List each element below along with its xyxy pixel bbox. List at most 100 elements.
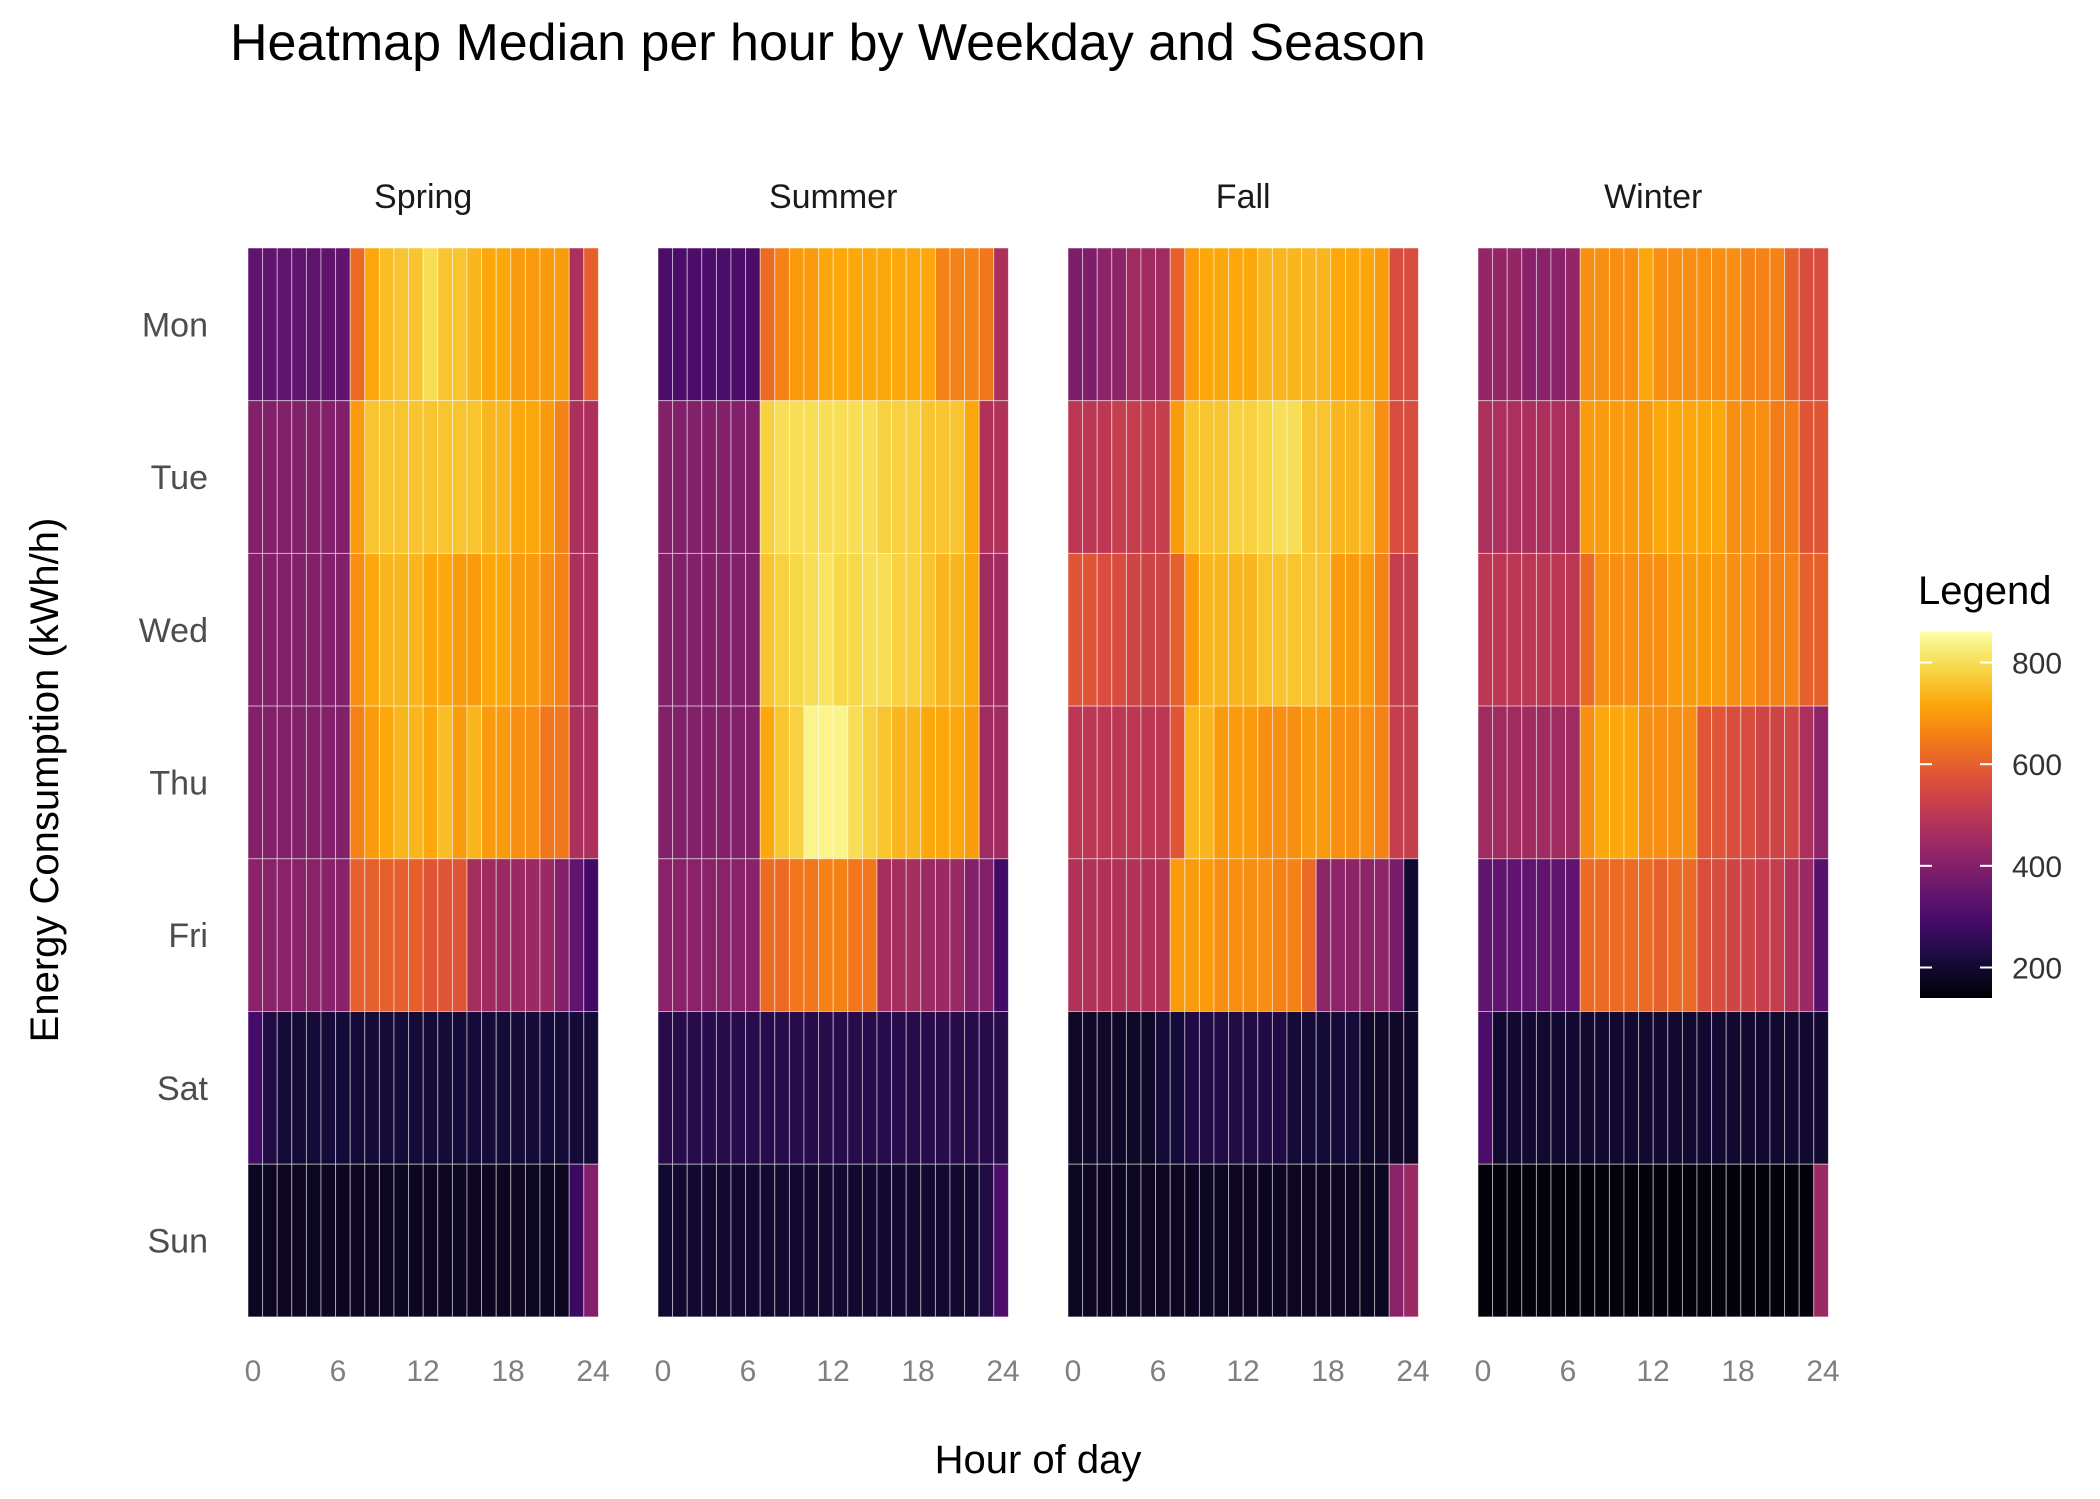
heatmap-cell bbox=[481, 552, 497, 707]
heatmap-cell bbox=[1667, 247, 1683, 402]
heatmap-cell bbox=[978, 247, 995, 402]
heatmap-cell bbox=[364, 247, 380, 402]
heatmap-cell bbox=[876, 247, 893, 402]
heatmap-cell bbox=[262, 705, 278, 860]
heatmap-cell bbox=[1535, 247, 1552, 402]
heatmap-cell bbox=[774, 400, 790, 554]
heatmap-cell bbox=[320, 1163, 337, 1318]
heatmap-cell bbox=[920, 1011, 936, 1165]
heatmap-cell bbox=[1754, 247, 1771, 402]
heatmap-cell bbox=[876, 400, 893, 554]
heatmap-cell bbox=[1184, 858, 1200, 1012]
heatmap-cell bbox=[524, 1163, 541, 1318]
heatmap-cell bbox=[1579, 705, 1596, 860]
heatmap-cell bbox=[1652, 705, 1669, 860]
heatmap-cell bbox=[1213, 858, 1230, 1012]
heatmap-cell bbox=[1388, 705, 1405, 860]
colorbar-tick-label: 800 bbox=[2012, 648, 2062, 681]
heatmap-cell bbox=[876, 552, 893, 707]
y-tick-label: Fri bbox=[168, 917, 208, 955]
heatmap-cell bbox=[1198, 858, 1215, 1012]
heatmap-cell bbox=[861, 858, 878, 1012]
heatmap-cell bbox=[1169, 247, 1186, 402]
heatmap-cell bbox=[1784, 858, 1800, 1012]
heatmap-cell bbox=[568, 400, 585, 554]
heatmap-cell bbox=[481, 1011, 497, 1165]
heatmap-cell bbox=[1096, 400, 1113, 554]
heatmap-cell bbox=[1388, 400, 1405, 554]
heatmap-cell bbox=[1155, 247, 1171, 402]
heatmap-cell bbox=[1111, 858, 1127, 1012]
heatmap-cell bbox=[847, 400, 863, 554]
heatmap-cell bbox=[1696, 705, 1713, 860]
colorbar-tick-label: 600 bbox=[2012, 749, 2062, 782]
heatmap-cell bbox=[1492, 705, 1508, 860]
heatmap-cell bbox=[832, 400, 849, 554]
heatmap-cell bbox=[964, 1163, 980, 1318]
heatmap-cell bbox=[378, 858, 395, 1012]
heatmap-cell bbox=[1711, 858, 1727, 1012]
heatmap-cell bbox=[1213, 1163, 1230, 1318]
panel-winter: Winter 0 6 12 18 24 bbox=[1475, 178, 1840, 1388]
heatmap-cell bbox=[1813, 858, 1829, 1012]
heatmap-cell bbox=[1740, 705, 1756, 860]
heatmap-cell bbox=[1754, 1011, 1771, 1165]
x-tick-label: 6 bbox=[1150, 1355, 1167, 1388]
heatmap-cell bbox=[861, 1011, 878, 1165]
heatmap-cell bbox=[657, 858, 674, 1012]
panel-title: Winter bbox=[1604, 178, 1702, 216]
y-tick-label: Sat bbox=[157, 1070, 209, 1108]
heatmap-cell bbox=[1769, 247, 1786, 402]
heatmap-cell bbox=[993, 1011, 1009, 1165]
heatmap-cell bbox=[583, 247, 599, 402]
heatmap-cell bbox=[1082, 247, 1098, 402]
heatmap-cell bbox=[495, 247, 512, 402]
heatmap-cell bbox=[759, 552, 776, 707]
heatmap-cell bbox=[745, 552, 761, 707]
heatmap-cell bbox=[920, 552, 936, 707]
heatmap-cell bbox=[422, 858, 439, 1012]
heatmap-cell bbox=[1111, 247, 1127, 402]
heatmap-cell bbox=[1315, 400, 1332, 554]
heatmap-cell bbox=[1403, 400, 1419, 554]
heatmap-cell bbox=[1784, 1011, 1800, 1165]
heatmap-cell bbox=[539, 1163, 556, 1318]
heatmap-cell bbox=[1506, 1011, 1523, 1165]
heatmap-cell bbox=[876, 705, 893, 860]
heatmap-cell bbox=[934, 705, 951, 860]
heatmap-cell bbox=[1696, 1011, 1713, 1165]
heatmap-cell bbox=[1344, 705, 1361, 860]
heatmap-cell bbox=[1271, 1011, 1288, 1165]
heatmap-cell bbox=[1213, 247, 1230, 402]
heatmap-cell bbox=[1769, 552, 1786, 707]
heatmap-cell bbox=[1681, 858, 1698, 1012]
heatmap-cell bbox=[1374, 247, 1390, 402]
heatmap-cell bbox=[788, 1011, 805, 1165]
heatmap-cell bbox=[1388, 247, 1405, 402]
heatmap-cell bbox=[466, 552, 483, 707]
heatmap-cell bbox=[335, 400, 351, 554]
heatmap-cell bbox=[568, 1163, 585, 1318]
heatmap-cell bbox=[1798, 400, 1815, 554]
heatmap-cell bbox=[1711, 705, 1727, 860]
heatmap-cell bbox=[1798, 552, 1815, 707]
heatmap-cell bbox=[554, 1163, 570, 1318]
heatmap-cell bbox=[583, 400, 599, 554]
heatmap-cell bbox=[1301, 1011, 1317, 1165]
heatmap-cell bbox=[1315, 858, 1332, 1012]
heatmap-cell bbox=[1082, 858, 1098, 1012]
heatmap-cell bbox=[1301, 705, 1317, 860]
heatmap-cell bbox=[934, 400, 951, 554]
heatmap-cell bbox=[568, 1011, 585, 1165]
heatmap-cell bbox=[657, 1011, 674, 1165]
heatmap-cell bbox=[1140, 858, 1157, 1012]
heatmap-cell bbox=[1711, 1163, 1727, 1318]
heatmap-cell bbox=[262, 858, 278, 1012]
heatmap-cell bbox=[1565, 1163, 1581, 1318]
heatmap-cell bbox=[1184, 705, 1200, 860]
heatmap-cell bbox=[949, 552, 966, 707]
heatmap-cell bbox=[1550, 858, 1567, 1012]
heatmap-cell bbox=[745, 705, 761, 860]
heatmap-cell bbox=[1477, 400, 1494, 554]
